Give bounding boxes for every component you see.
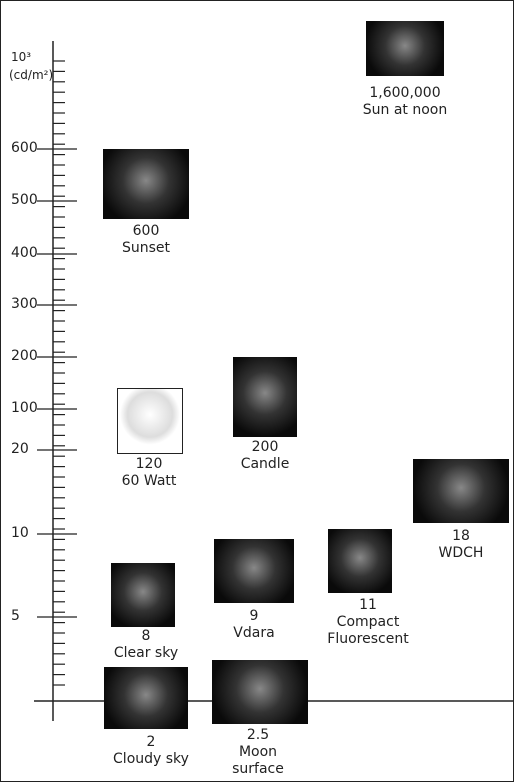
axis-scale: 10³ — [11, 49, 31, 66]
tick-label: 200 — [11, 348, 51, 365]
photo — [366, 21, 444, 76]
item-label: WDCH — [416, 545, 506, 562]
item-label: Sun at noon — [360, 102, 450, 119]
item-label: Compact Fluorescent — [318, 614, 418, 648]
figure: 10³ (cd/m²) 600 500 400 300 200 100 20 10 5 1,600… — [0, 0, 514, 782]
item-value: 2 — [96, 734, 206, 751]
item-value: 11 — [318, 597, 418, 614]
item-value: 600 — [101, 223, 191, 240]
item-label: 60 Watt — [104, 473, 194, 490]
photo — [212, 660, 308, 724]
photo — [103, 149, 189, 219]
item-value: 8 — [96, 628, 196, 645]
tick-label: 10 — [11, 525, 51, 542]
item-label: Sunset — [101, 240, 191, 257]
tick-label: 300 — [11, 296, 51, 313]
item-value: 2.5 — [223, 727, 293, 744]
item-value: 200 — [220, 439, 310, 456]
item-value: 120 — [104, 456, 194, 473]
tick-label: 100 — [11, 400, 51, 417]
item-label: Cloudy sky — [96, 751, 206, 768]
photo — [214, 539, 294, 603]
item-value: 1,600,000 — [360, 85, 450, 102]
tick-label: 500 — [11, 192, 51, 209]
item-label: Moon surface — [223, 744, 293, 778]
photo — [413, 459, 509, 523]
tick-label: 5 — [11, 608, 51, 625]
item-value: 9 — [209, 608, 299, 625]
item-label: Candle — [220, 456, 310, 473]
photo — [233, 357, 297, 437]
tick-label: 400 — [11, 245, 51, 262]
tick-label: 20 — [11, 441, 51, 458]
photo — [104, 667, 188, 729]
item-value: 18 — [416, 528, 506, 545]
photo — [328, 529, 392, 593]
photo — [111, 563, 175, 627]
item-label: Clear sky — [96, 645, 196, 662]
photo — [117, 388, 183, 454]
tick-label: 600 — [11, 140, 51, 157]
axis-unit: (cd/m²) — [9, 67, 53, 84]
item-label: Vdara — [209, 625, 299, 642]
